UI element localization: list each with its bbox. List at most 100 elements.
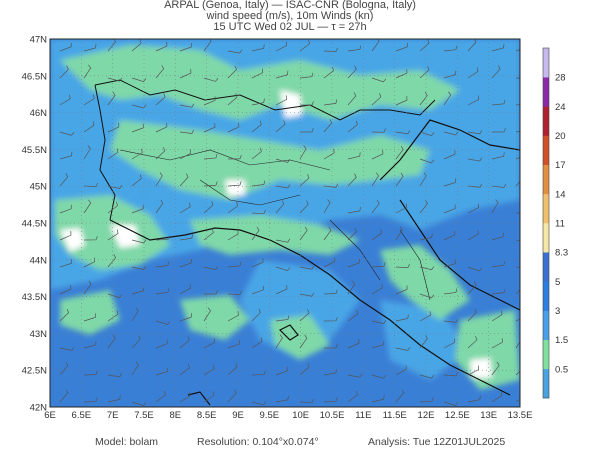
lat-tick-label: 47N xyxy=(30,35,48,46)
wind-barb xyxy=(323,368,337,376)
wind-barb xyxy=(59,389,69,403)
wind-barb xyxy=(347,339,360,349)
wind-barb xyxy=(107,254,117,268)
country-borders xyxy=(94,79,436,221)
wind-barb xyxy=(467,203,480,214)
footer-model-label: Model: xyxy=(95,436,127,448)
wind-barb xyxy=(323,316,338,322)
lat-tick-label: 42N xyxy=(30,403,48,414)
wind-barb xyxy=(275,200,285,214)
wind-barb xyxy=(83,370,98,376)
lon-tick-label: 12.5E xyxy=(445,410,470,421)
lon-tick-label: 13E xyxy=(480,410,497,421)
wind-barb xyxy=(323,343,338,349)
wind-barb xyxy=(395,96,408,106)
colorbar-swatch xyxy=(543,339,549,370)
wind-barb xyxy=(227,261,242,268)
wind-barb xyxy=(371,283,383,295)
wind-barb xyxy=(419,293,435,299)
wind-barb xyxy=(419,334,428,349)
wind-barb xyxy=(107,293,123,299)
wind-barb xyxy=(323,289,338,295)
lat-tick-label: 46.5N xyxy=(22,71,47,82)
wind-barb xyxy=(83,145,91,160)
wind-barb xyxy=(515,370,520,376)
wind-barb xyxy=(395,69,408,79)
wind-barb xyxy=(203,228,214,241)
wind-barb xyxy=(251,285,264,295)
wind-barb xyxy=(251,68,264,79)
wind-barb xyxy=(179,313,192,322)
wind-barb xyxy=(155,172,163,187)
wind-barb xyxy=(83,121,95,133)
wind-barb xyxy=(395,226,403,241)
wind-barb xyxy=(83,340,97,349)
wind-barb xyxy=(275,334,283,349)
wind-barb xyxy=(491,310,503,322)
wind-barb xyxy=(275,285,288,295)
wind-barb xyxy=(107,373,123,378)
wind-barb xyxy=(107,148,119,160)
wind-barb xyxy=(83,64,92,79)
colorbar-level-label: 5 xyxy=(555,277,560,288)
colorbar-level-label: 11 xyxy=(555,219,565,230)
wind-barb xyxy=(299,128,314,133)
wind-barb xyxy=(491,261,506,268)
wind-barb xyxy=(107,310,119,322)
colorbar-level-label: 3 xyxy=(555,306,560,317)
wind-barb xyxy=(107,395,121,403)
wind-barb xyxy=(107,122,120,133)
wind-barb xyxy=(155,235,170,241)
wind-barb xyxy=(419,131,435,137)
colorbar-swatch xyxy=(543,135,549,165)
wind-barb xyxy=(251,147,262,160)
colorbar-swatch xyxy=(543,77,549,107)
wind-barb xyxy=(467,266,483,272)
wind-barb xyxy=(203,153,218,160)
wind-barb xyxy=(395,389,405,403)
wind-barb xyxy=(419,158,435,164)
wind-barb xyxy=(131,104,147,109)
wind-barb xyxy=(203,123,216,133)
wind-barb xyxy=(179,258,192,268)
wind-barb xyxy=(131,148,143,160)
wind-barb xyxy=(203,266,219,270)
lon-tick-label: 12E xyxy=(418,410,435,421)
wind-barb xyxy=(251,308,261,322)
wind-barb xyxy=(155,122,168,133)
wind-barb xyxy=(131,239,147,244)
wind-barb xyxy=(107,334,116,349)
title-line-3: 15 UTC Wed 02 JUL — τ = 27h xyxy=(213,21,367,33)
wind-barb xyxy=(251,226,260,241)
wind-barb xyxy=(59,65,69,79)
wind-barb xyxy=(275,395,289,403)
wind-barb xyxy=(179,234,194,241)
wind-barb xyxy=(251,180,266,187)
map-field xyxy=(50,39,520,407)
wind-barb xyxy=(395,285,408,295)
wind-barb xyxy=(491,43,505,52)
wind-barb xyxy=(323,183,339,188)
wind-barb xyxy=(131,77,147,83)
wind-barb xyxy=(59,346,75,351)
wind-barb xyxy=(299,200,309,214)
wind-barb xyxy=(203,181,218,187)
colorbar-level-label: 28 xyxy=(555,73,566,84)
wind-barb xyxy=(203,338,215,349)
wind-barb xyxy=(83,280,92,295)
wind-barb xyxy=(323,257,336,268)
latitude-labels: 47N 46.5N 46N 45.5N 45N 44.5N 44N 43.5N 43N 42.5N… xyxy=(22,35,47,414)
wind-barb xyxy=(275,238,291,243)
lat-tick-label: 43N xyxy=(30,329,48,340)
wind-barb xyxy=(83,313,97,322)
wind-barb xyxy=(107,229,119,241)
wind-barb xyxy=(299,363,310,376)
wind-barb xyxy=(227,389,237,403)
wind-barb xyxy=(83,182,98,188)
wind-barb xyxy=(347,92,357,106)
wind-barb xyxy=(227,122,240,133)
wind-barb xyxy=(467,365,480,376)
footer-model-value: bolam xyxy=(129,436,159,448)
wind-barb xyxy=(395,314,409,322)
wind-barb xyxy=(179,284,191,295)
